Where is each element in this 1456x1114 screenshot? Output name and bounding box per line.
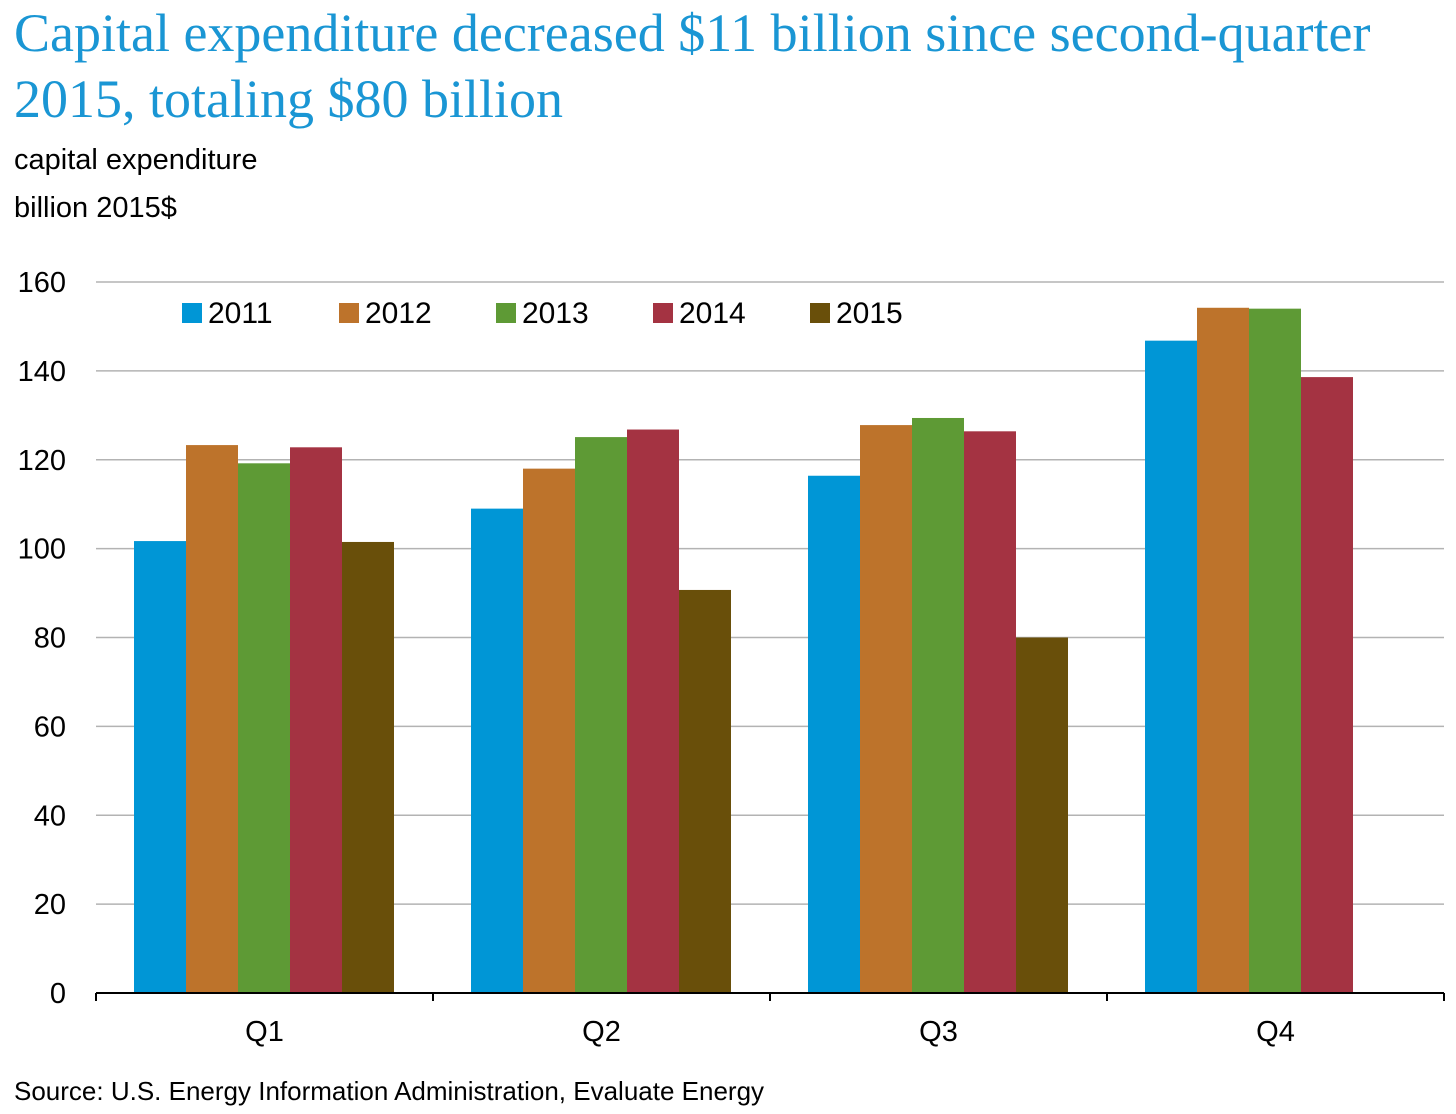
x-tick-label: Q2 bbox=[582, 1016, 621, 1048]
y-tick-label: 120 bbox=[18, 445, 66, 477]
x-tick-label: Q3 bbox=[919, 1016, 958, 1048]
bar-2011-Q3 bbox=[808, 475, 860, 993]
legend-swatch-2012 bbox=[339, 303, 359, 323]
legend-swatch-2011 bbox=[182, 303, 202, 323]
legend-label-2014: 2014 bbox=[679, 297, 746, 330]
bar-2013-Q1 bbox=[238, 463, 290, 993]
y-tick-label: 0 bbox=[50, 978, 66, 1010]
unit-label-line-1: capital expenditure bbox=[14, 144, 258, 176]
y-tick-label: 160 bbox=[18, 267, 66, 299]
bar-2014-Q2 bbox=[627, 429, 679, 994]
bar-2014-Q1 bbox=[290, 447, 342, 993]
bar-2014-Q4 bbox=[1301, 377, 1353, 993]
legend-swatch-2014 bbox=[653, 303, 673, 323]
bar-2013-Q4 bbox=[1249, 308, 1301, 994]
source-note: Source: U.S. Energy Information Administ… bbox=[14, 1076, 765, 1106]
bar-2012-Q2 bbox=[523, 468, 575, 993]
bar-2013-Q2 bbox=[575, 437, 627, 993]
unit-label-line-2: billion 2015$ bbox=[14, 192, 177, 224]
bar-2015-Q3 bbox=[1016, 637, 1068, 993]
bar-2012-Q3 bbox=[860, 425, 912, 993]
bar-2014-Q3 bbox=[964, 431, 1016, 993]
x-tick-label: Q4 bbox=[1256, 1016, 1295, 1048]
bar-2011-Q2 bbox=[471, 508, 523, 993]
y-tick-label: 60 bbox=[34, 711, 66, 743]
y-tick-label: 100 bbox=[18, 534, 66, 566]
bar-2012-Q4 bbox=[1197, 307, 1249, 993]
bar-2015-Q1 bbox=[342, 541, 394, 993]
legend-label-2013: 2013 bbox=[522, 297, 589, 330]
y-tick-label: 20 bbox=[34, 889, 66, 921]
y-tick-label: 40 bbox=[34, 800, 66, 832]
chart-title: Capital expenditure decreased $11 billio… bbox=[14, 3, 1371, 129]
legend-label-2011: 2011 bbox=[208, 297, 273, 330]
legend-label-2015: 2015 bbox=[836, 297, 903, 330]
bar-2015-Q2 bbox=[679, 589, 731, 993]
bar-2012-Q1 bbox=[186, 445, 238, 993]
y-tick-label: 80 bbox=[34, 623, 66, 655]
y-tick-label: 140 bbox=[18, 356, 66, 388]
legend: 2011 2012 2013 2014 2015 bbox=[182, 297, 903, 330]
legend-swatch-2015 bbox=[810, 303, 830, 323]
bar-2013-Q3 bbox=[912, 417, 964, 993]
bar-2011-Q4 bbox=[1145, 340, 1197, 994]
legend-swatch-2013 bbox=[496, 303, 516, 323]
bar-2011-Q1 bbox=[134, 541, 186, 993]
bars bbox=[134, 307, 1353, 994]
legend-label-2012: 2012 bbox=[365, 297, 432, 330]
x-tick-label: Q1 bbox=[245, 1016, 284, 1048]
axes: 0 20 40 60 80 100 120 140 160 Q1 Q2 Q3 Q4 bbox=[18, 267, 1445, 1048]
